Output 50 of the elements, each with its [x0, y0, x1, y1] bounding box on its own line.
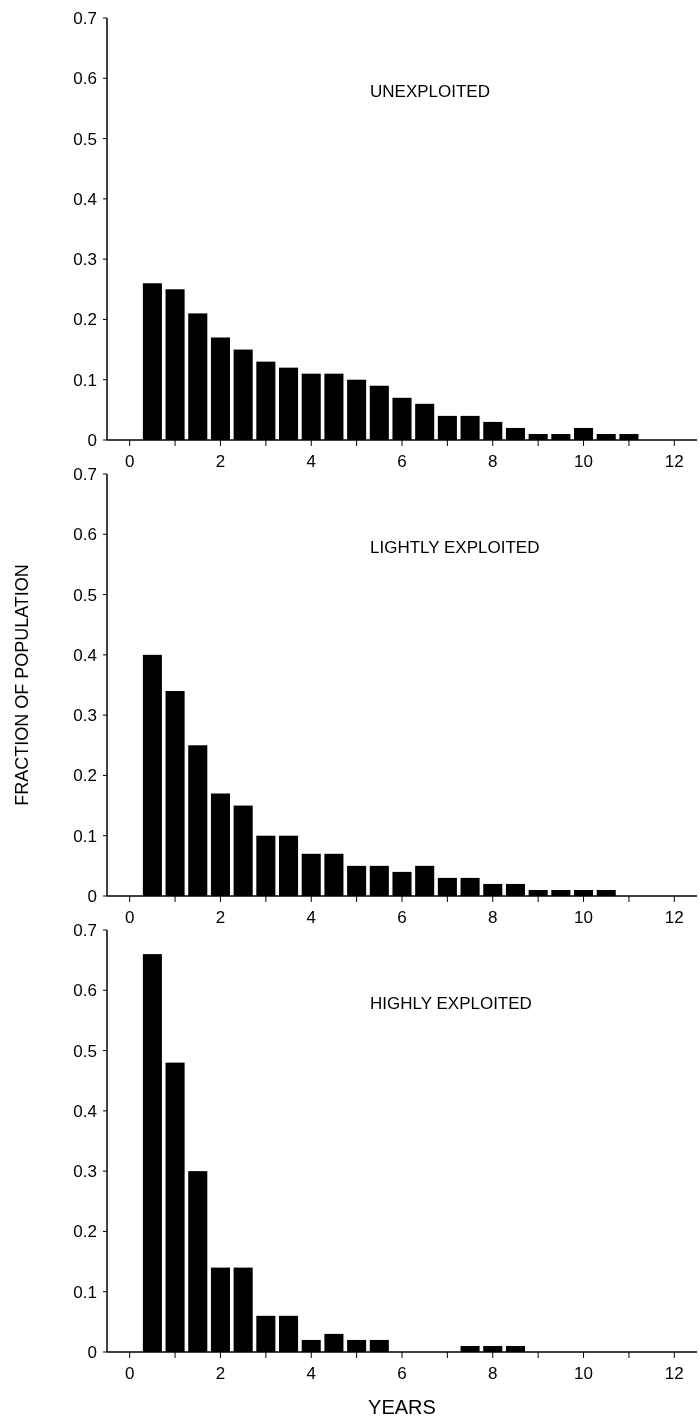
x-tick-label: 0	[124, 452, 135, 471]
y-tick-label: 0.1	[73, 826, 97, 846]
x-tick-label: 12	[664, 452, 684, 471]
y-tick-label: 0.6	[73, 525, 97, 545]
x-axis-title: YEARS	[368, 1396, 436, 1416]
x-tick-label: 8	[488, 452, 498, 471]
x-tick-label: 8	[488, 1364, 498, 1383]
text: HIGHLY EXPLOITED	[370, 994, 532, 1013]
y-tick-label: 0.3	[73, 1162, 97, 1182]
y-tick-label: 0.6	[73, 981, 97, 1001]
x-tick-label: 4	[306, 452, 316, 471]
y-tick-label: 0	[87, 886, 97, 906]
x-tick-label: 8	[488, 908, 498, 927]
y-tick-label: 0.7	[73, 920, 97, 940]
x-tick-label: 6	[397, 452, 407, 471]
y-tick-label: 0.2	[73, 1222, 97, 1242]
x-tick-label: 10	[574, 1364, 593, 1383]
x-tick-label: 2	[215, 452, 226, 471]
x-tick-label: 6	[397, 908, 407, 927]
y-tick-label: 0.7	[73, 8, 97, 28]
y-tick-label: 0	[87, 1342, 97, 1362]
x-tick-label: 4	[306, 908, 316, 927]
y-tick-label: 0.5	[73, 585, 97, 605]
y-tick-label: 0.3	[73, 250, 97, 270]
y-tick-label: 0	[87, 430, 97, 450]
x-tick-label: 12	[664, 1364, 684, 1383]
x-tick-label: 10	[574, 452, 593, 471]
y-tick-label: 0.6	[73, 69, 97, 89]
y-tick-label: 0.1	[73, 370, 97, 390]
x-tick-label: 2	[215, 908, 226, 927]
y-axis-title: FRACTION OF POPULATION	[12, 564, 32, 806]
y-tick-label: 0.2	[73, 766, 97, 786]
y-tick-label: 0.4	[73, 189, 97, 209]
x-tick-label: 12	[664, 908, 684, 927]
y-tick-label: 0.7	[73, 464, 97, 484]
y-tick-label: 0.4	[73, 645, 97, 665]
y-tick-label: 0.3	[73, 706, 97, 726]
y-tick-label: 0.1	[73, 1282, 97, 1302]
y-tick-label: 0.5	[73, 1041, 97, 1061]
x-tick-label: 2	[215, 1364, 226, 1383]
x-tick-label: 6	[397, 1364, 407, 1383]
x-tick-label: 10	[574, 908, 593, 927]
x-tick-label: 0	[124, 1364, 135, 1383]
x-tick-label: 4	[306, 1364, 316, 1383]
y-tick-label: 0.4	[73, 1101, 97, 1121]
text: UNEXPLOITED	[370, 82, 490, 101]
x-tick-label: 0	[124, 908, 135, 927]
y-tick-label: 0.2	[73, 310, 97, 330]
text: LIGHTLY EXPLOITED	[370, 538, 540, 557]
y-tick-label: 0.5	[73, 129, 97, 149]
